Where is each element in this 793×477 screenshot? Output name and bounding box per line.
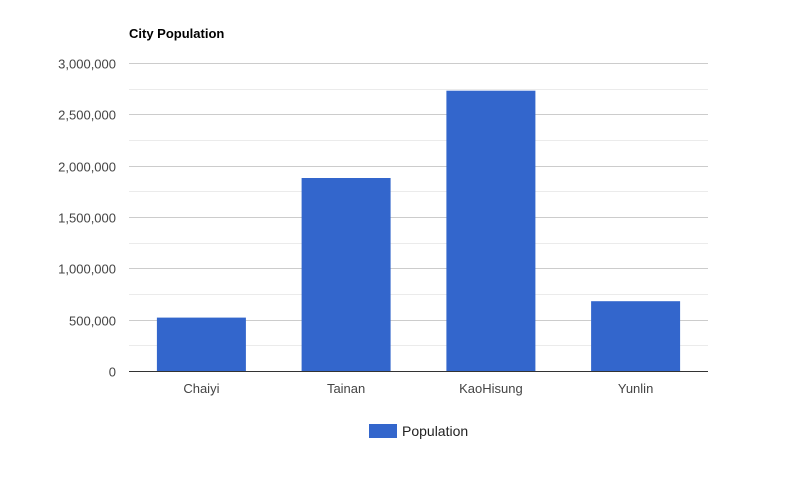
x-tick-label: Tainan [327,381,365,396]
y-tick-label: 2,000,000 [58,160,116,175]
y-axis-tick-labels: 0 500,000 1,000,000 1,500,000 2,000,000 2,500… [58,57,116,380]
y-tick-label: 2,500,000 [58,108,116,123]
y-tick-label: 1,500,000 [58,211,116,226]
x-tick-label: Chaiyi [183,381,219,396]
x-axis-tick-labels: Chaiyi Tainan KaoHisung Yunlin [183,381,653,396]
legend-label-population[interactable]: Population [402,423,468,439]
x-tick-label: Yunlin [618,381,653,396]
y-tick-label: 500,000 [69,314,116,329]
y-tick-label: 0 [109,365,116,380]
legend-swatch-population[interactable] [369,424,397,438]
bar-kaohisung[interactable] [446,90,536,371]
bar-yunlin[interactable] [591,301,681,371]
bar-tainan[interactable] [301,178,391,371]
bar-chaiyi[interactable] [156,317,246,371]
y-tick-label: 3,000,000 [58,57,116,72]
chart-title: City Population [129,26,224,41]
bar-series-population[interactable] [156,90,681,371]
y-tick-label: 1,000,000 [58,262,116,277]
x-tick-label: KaoHisung [459,381,523,396]
legend[interactable]: Population [369,423,468,439]
